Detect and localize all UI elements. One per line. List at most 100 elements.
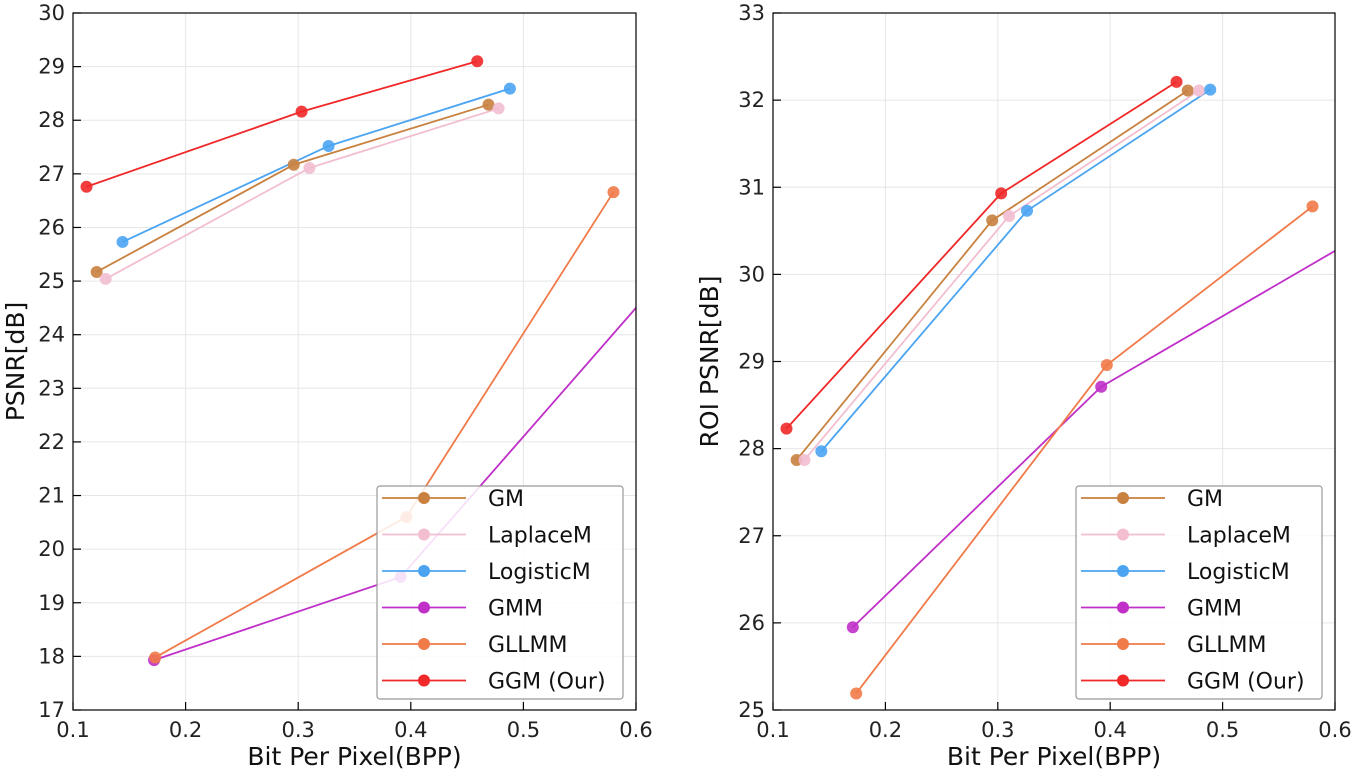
legend-swatch-marker — [418, 565, 430, 577]
x-tick-label: 0.2 — [869, 718, 902, 742]
data-point — [492, 102, 505, 115]
series-line-laplacem — [803, 89, 1200, 461]
y-tick-label: 22 — [38, 430, 65, 454]
x-tick-label: 0.5 — [507, 718, 540, 742]
x-axis-label: Bit Per Pixel(BPP) — [247, 742, 461, 771]
series-line-laplacem — [105, 107, 499, 280]
y-tick-label: 23 — [38, 376, 65, 400]
data-point — [1170, 75, 1183, 88]
data-point — [287, 158, 300, 171]
legend-label: LaplaceM — [1187, 524, 1291, 549]
data-point — [503, 82, 516, 95]
data-point — [815, 445, 828, 458]
data-point — [846, 621, 859, 634]
data-point — [780, 422, 793, 435]
legend-label: GGM (Our) — [488, 670, 606, 695]
legend-box — [376, 485, 624, 700]
legend-label: GMM — [1187, 597, 1242, 622]
legend-swatch-marker — [418, 674, 430, 687]
y-tick-label: 27 — [738, 524, 765, 548]
x-tick-label: 0.4 — [394, 718, 427, 742]
x-axis-label: Bit Per Pixel(BPP) — [947, 742, 1161, 771]
y-tick-label: 25 — [38, 269, 65, 293]
legend-label: LogisticM — [488, 560, 591, 585]
y-tick-label: 18 — [38, 644, 65, 668]
x-tick-label: 0.1 — [56, 718, 89, 742]
plot-frame — [72, 12, 637, 711]
roi-psnr-chart: 0.1 0.2 0.3 0.4 0.5 0.6 25 26 27 28 29 30 31 32 33 Bit … — [695, 1, 1352, 771]
y-tick-label: 28 — [738, 437, 765, 461]
legend: GM LaplaceM LogisticM GMM GLLMM GGM (Our) — [1075, 485, 1323, 700]
legend: GM LaplaceM LogisticM GMM GLLMM GGM (Our) — [376, 485, 624, 700]
data-point — [850, 687, 863, 700]
legend-swatch-marker — [1117, 565, 1129, 577]
y-tick-label: 29 — [738, 350, 765, 374]
legend-label: GM — [488, 487, 524, 512]
data-point — [1192, 84, 1205, 97]
x-tick-label: 0.2 — [169, 718, 202, 742]
legend-label: GGM (Our) — [1187, 670, 1305, 695]
x-tick-label: 0.5 — [1206, 718, 1239, 742]
data-point — [607, 186, 620, 199]
y-tick-label: 26 — [38, 215, 65, 239]
data-point — [471, 55, 484, 68]
legend-swatch-marker — [1117, 601, 1129, 614]
x-tick-label: 0.3 — [281, 718, 314, 742]
y-axis-label: PSNR[dB] — [1, 302, 30, 422]
y-tick-label: 17 — [38, 698, 65, 722]
y-tick-label: 32 — [738, 88, 765, 112]
data-point — [1306, 200, 1319, 213]
y-tick-label: 21 — [38, 484, 65, 508]
data-point — [90, 265, 103, 278]
x-tick-label: 0.6 — [619, 718, 652, 742]
data-point — [1095, 380, 1108, 393]
y-tick-label: 24 — [38, 323, 65, 347]
plot-frame — [772, 12, 1336, 711]
legend-swatch-marker — [418, 492, 430, 504]
y-tick-label: 25 — [738, 698, 765, 722]
data-point — [798, 453, 811, 466]
y-tick-label: 29 — [38, 55, 65, 79]
y-tick-label: 28 — [38, 108, 65, 132]
x-tick-label: 0.4 — [1093, 718, 1126, 742]
legend-swatch-marker — [1117, 638, 1129, 650]
legend-swatch-marker — [1117, 528, 1129, 541]
data-point — [482, 98, 495, 111]
legend-swatch-marker — [418, 528, 430, 541]
y-tick-label: 31 — [738, 175, 765, 199]
legend-swatch-marker — [1117, 674, 1129, 687]
legend-label: LaplaceM — [488, 524, 592, 549]
x-tick-label: 0.6 — [1318, 718, 1351, 742]
legend-label: GMM — [488, 597, 543, 622]
y-tick-label: 30 — [38, 1, 65, 25]
y-tick-label: 20 — [38, 537, 65, 561]
data-point — [986, 214, 999, 227]
data-point — [1021, 204, 1034, 217]
data-point — [116, 235, 129, 248]
data-point — [303, 161, 316, 174]
y-tick-label: 19 — [38, 591, 65, 615]
legend-label: GLLMM — [488, 633, 568, 658]
legend-label: LogisticM — [1187, 560, 1290, 585]
data-point — [995, 187, 1008, 200]
legend-label: GM — [1187, 487, 1223, 512]
legend-swatch-marker — [418, 601, 430, 614]
y-tick-label: 30 — [738, 262, 765, 286]
y-tick-label: 26 — [738, 611, 765, 635]
legend-box — [1075, 485, 1323, 700]
legend-swatch-marker — [1117, 492, 1129, 504]
data-point — [149, 651, 162, 664]
data-point — [1181, 84, 1194, 97]
data-point — [1003, 210, 1016, 223]
data-point — [295, 105, 308, 118]
data-point — [322, 139, 335, 152]
x-tick-label: 0.3 — [981, 718, 1014, 742]
series-line-logisticm — [820, 88, 1211, 452]
y-tick-label: 27 — [38, 162, 65, 186]
x-tick-label: 0.1 — [756, 718, 789, 742]
data-point — [80, 180, 93, 193]
y-tick-label: 33 — [738, 1, 765, 25]
data-point — [99, 272, 112, 285]
series-line-gm — [795, 89, 1189, 461]
